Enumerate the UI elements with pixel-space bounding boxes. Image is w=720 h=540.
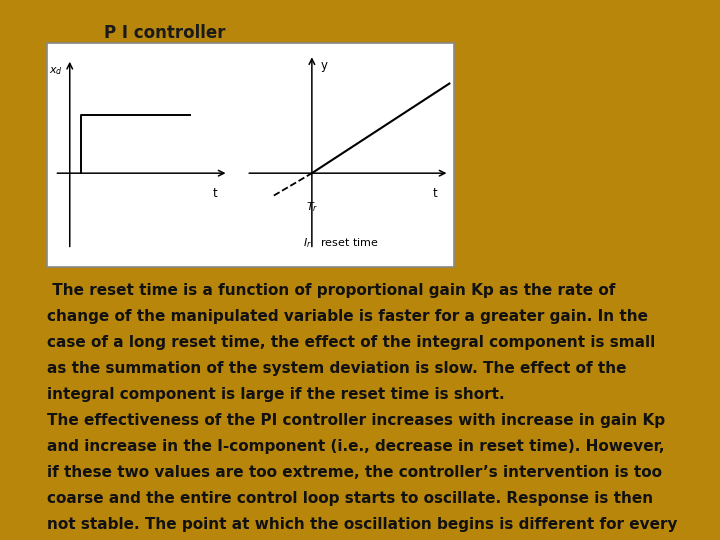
Text: if these two values are too extreme, the controller’s intervention is too: if these two values are too extreme, the… — [47, 465, 662, 480]
Text: $x_d$: $x_d$ — [49, 65, 63, 77]
Text: $T_r$: $T_r$ — [305, 200, 318, 214]
Text: case of a long reset time, the effect of the integral component is small: case of a long reset time, the effect of… — [47, 335, 655, 350]
Text: The reset time is a function of proportional gain Kp as the rate of: The reset time is a function of proporti… — [47, 284, 615, 299]
Bar — [47, 43, 454, 267]
Text: y: y — [320, 59, 328, 72]
Text: The effectiveness of the PI controller increases with increase in gain Kp: The effectiveness of the PI controller i… — [47, 413, 665, 428]
Text: t: t — [433, 187, 437, 200]
Text: not stable. The point at which the oscillation begins is different for every: not stable. The point at which the oscil… — [47, 517, 678, 532]
Text: change of the manipulated variable is faster for a greater gain. In the: change of the manipulated variable is fa… — [47, 309, 648, 325]
Text: integral component is large if the reset time is short.: integral component is large if the reset… — [47, 387, 505, 402]
Text: t: t — [213, 187, 218, 200]
Text: P I controller: P I controller — [104, 24, 226, 42]
Text: and increase in the I-component (i.e., decrease in reset time). However,: and increase in the I-component (i.e., d… — [47, 439, 665, 454]
Text: as the summation of the system deviation is slow. The effect of the: as the summation of the system deviation… — [47, 361, 626, 376]
Text: coarse and the entire control loop starts to oscillate. Response is then: coarse and the entire control loop start… — [47, 491, 653, 506]
Text: $I_r$   reset time: $I_r$ reset time — [303, 236, 379, 249]
